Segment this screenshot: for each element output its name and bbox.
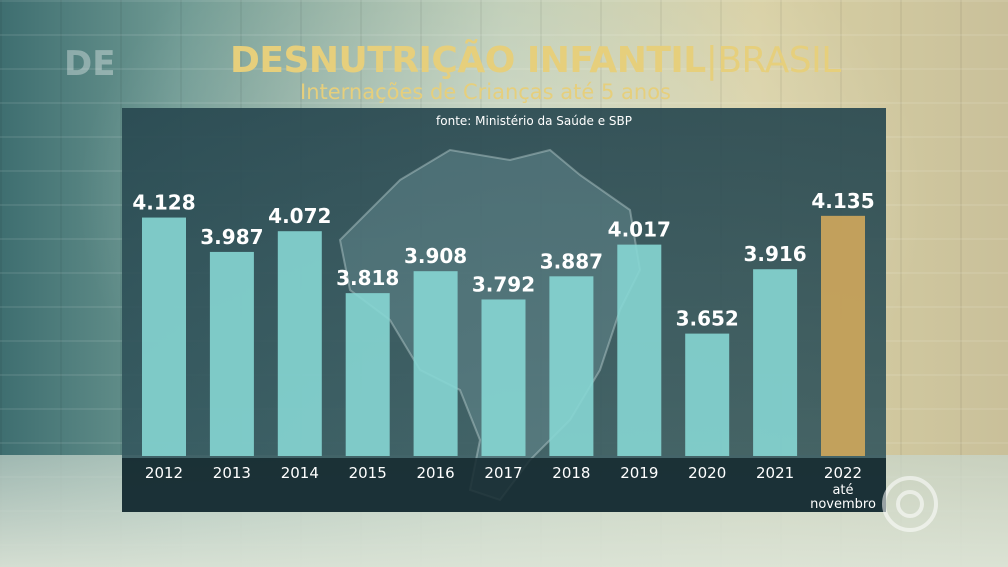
title-main: DESNUTRIÇÃO INFANTIL: [230, 40, 706, 81]
title-region: BRASIL: [717, 40, 841, 81]
bar-2015: [345, 293, 390, 456]
value-label-2017: 3.792: [472, 272, 535, 296]
category-label-2014: 2014: [281, 464, 319, 482]
value-label-2016: 3.908: [404, 244, 467, 268]
chart-subtitle: Internações de Crianças até 5 anos: [300, 80, 671, 104]
value-label-2020: 3.652: [676, 307, 739, 331]
bar-2018: [549, 276, 594, 456]
value-label-2021: 3.916: [743, 242, 806, 266]
category-label-2018: 2018: [552, 464, 590, 482]
value-label-2014: 4.072: [268, 204, 331, 228]
category-label-2015: 2015: [349, 464, 387, 482]
watermark-prefix: DE: [64, 44, 116, 84]
value-label-2019: 4.017: [608, 218, 671, 242]
value-label-2022: 4.135: [811, 189, 874, 213]
category-label-2013: 2013: [213, 464, 251, 482]
category-label-2019: 2019: [620, 464, 658, 482]
x-axis-band: [122, 458, 886, 512]
value-label-2015: 3.818: [336, 266, 399, 290]
chart-source: fonte: Ministério da Saúde e SBP: [436, 114, 632, 128]
category-label-2021: 2021: [756, 464, 794, 482]
category-note-2022-1: novembro: [810, 497, 876, 512]
category-label-2012: 2012: [145, 464, 183, 482]
bar-2020: [685, 333, 730, 456]
category-label-2022: 2022: [824, 464, 862, 482]
bar-2012: [142, 217, 186, 456]
chart-title: DESNUTRIÇÃO INFANTIL|BRASIL: [230, 40, 841, 81]
bar-2021: [753, 269, 798, 456]
bar-2019: [617, 244, 662, 456]
bar-2022: [821, 215, 865, 456]
category-note-2022-0: até: [832, 483, 853, 498]
bar-2016: [413, 271, 458, 456]
bar-2014: [277, 231, 322, 456]
value-label-2013: 3.987: [200, 225, 263, 249]
category-label-2017: 2017: [484, 464, 522, 482]
value-label-2012: 4.128: [132, 191, 195, 215]
value-label-2018: 3.887: [540, 249, 603, 273]
globo-logo-icon: [882, 476, 938, 532]
bar-2013: [209, 251, 254, 456]
title-separator: |: [705, 40, 718, 81]
category-label-2016: 2016: [417, 464, 455, 482]
category-label-2020: 2020: [688, 464, 726, 482]
bar-2017: [481, 299, 526, 456]
